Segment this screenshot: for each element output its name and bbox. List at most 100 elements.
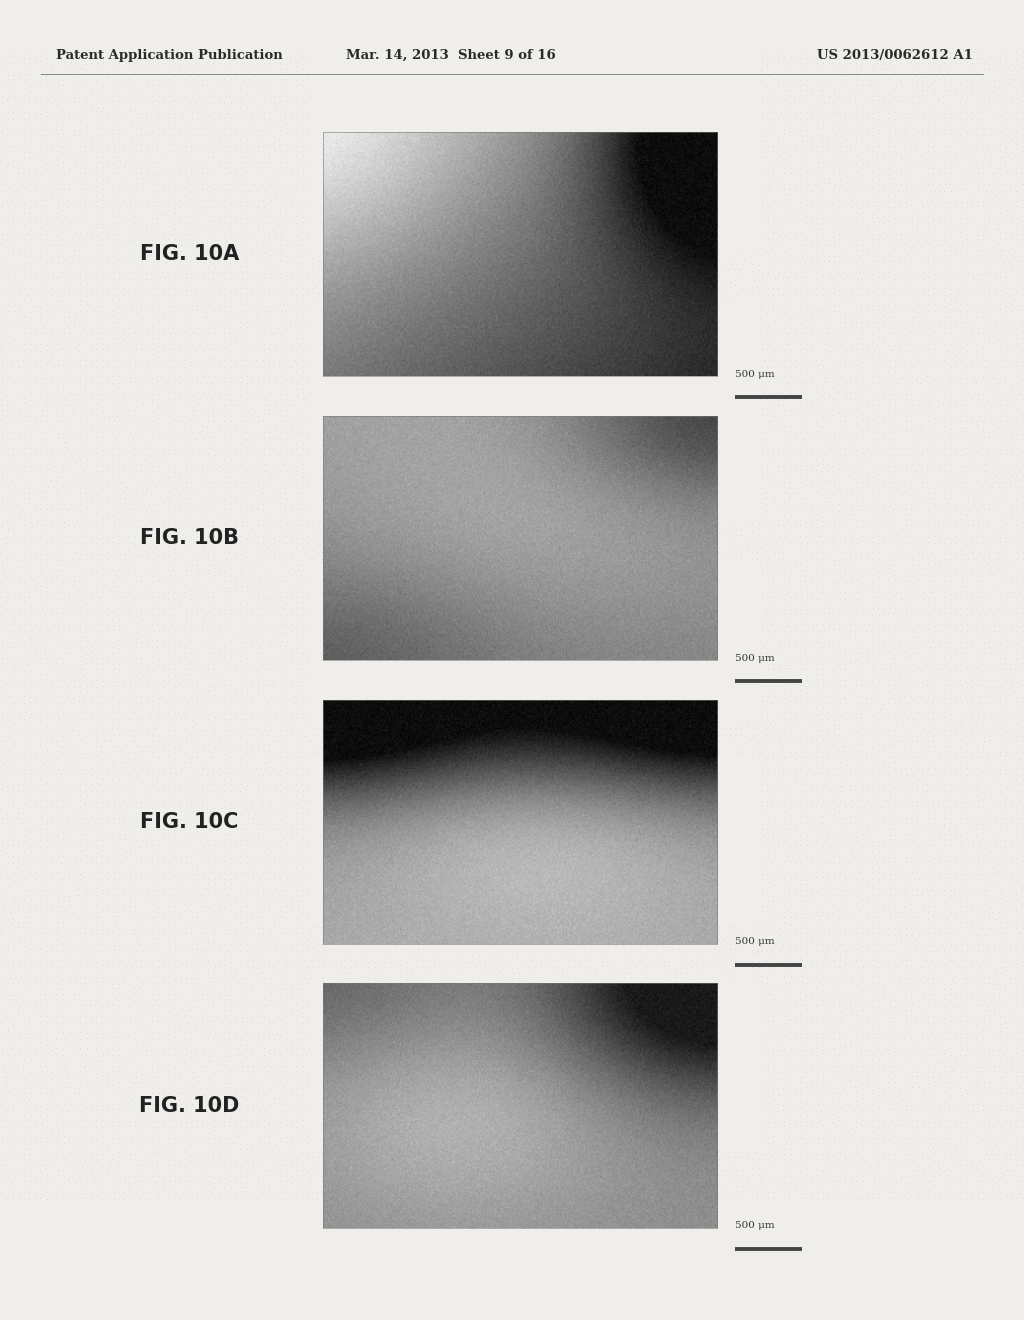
- Point: [1015, 972, 1024, 993]
- Point: [189, 842, 206, 863]
- Point: [754, 834, 770, 855]
- Point: [137, 533, 154, 554]
- Point: [991, 1175, 1008, 1196]
- Point: [821, 1171, 838, 1192]
- Point: [85, 784, 101, 805]
- Point: [836, 933, 852, 954]
- Point: [992, 510, 1009, 531]
- Point: [821, 543, 838, 564]
- Point: [941, 1105, 957, 1126]
- Point: [964, 129, 980, 150]
- Point: [83, 454, 99, 475]
- Point: [163, 846, 179, 867]
- Point: [165, 271, 181, 292]
- Point: [161, 950, 177, 972]
- Point: [854, 759, 870, 780]
- Point: [755, 763, 771, 784]
- Point: [162, 615, 178, 636]
- Point: [433, 1187, 450, 1208]
- Point: [836, 240, 852, 261]
- Point: [279, 438, 295, 459]
- Point: [5, 180, 22, 201]
- Point: [957, 1150, 974, 1171]
- Point: [865, 808, 882, 829]
- Point: [278, 384, 294, 405]
- Point: [171, 690, 187, 711]
- Point: [239, 339, 255, 360]
- Point: [864, 306, 881, 327]
- Point: [261, 1115, 278, 1137]
- Point: [216, 290, 232, 312]
- Point: [759, 467, 775, 488]
- Point: [460, 516, 476, 537]
- Point: [1002, 818, 1019, 840]
- Point: [61, 818, 78, 840]
- Point: [260, 560, 276, 581]
- Point: [116, 537, 132, 558]
- Point: [194, 222, 210, 243]
- Point: [825, 890, 842, 911]
- Point: [941, 1100, 957, 1121]
- Point: [72, 558, 88, 579]
- Point: [850, 664, 866, 685]
- Point: [882, 218, 898, 239]
- Point: [1014, 119, 1024, 140]
- Point: [73, 626, 89, 647]
- Point: [72, 293, 88, 314]
- Point: [156, 727, 172, 748]
- Point: [0, 587, 9, 609]
- Point: [995, 331, 1012, 352]
- Point: [982, 449, 998, 470]
- Point: [627, 710, 643, 731]
- Point: [894, 593, 910, 614]
- Point: [908, 107, 925, 128]
- Point: [55, 751, 72, 772]
- Point: [244, 785, 260, 807]
- Point: [836, 681, 852, 702]
- Point: [660, 1140, 677, 1162]
- Point: [294, 515, 310, 536]
- Point: [958, 801, 975, 822]
- Point: [239, 1166, 255, 1187]
- Point: [909, 230, 926, 251]
- Point: [308, 950, 325, 972]
- Point: [936, 455, 952, 477]
- Point: [865, 103, 882, 124]
- Point: [814, 360, 830, 381]
- Point: [987, 949, 1004, 970]
- Point: [211, 147, 227, 168]
- Point: [997, 950, 1014, 972]
- Point: [239, 388, 255, 409]
- Point: [907, 96, 924, 117]
- Point: [288, 615, 304, 636]
- Point: [483, 240, 500, 261]
- Point: [733, 968, 750, 989]
- Point: [195, 414, 211, 436]
- Point: [289, 553, 305, 574]
- Point: [970, 234, 986, 255]
- Point: [0, 300, 10, 321]
- Point: [161, 983, 177, 1005]
- Point: [426, 253, 442, 275]
- Point: [233, 1122, 250, 1143]
- Point: [865, 964, 882, 985]
- Point: [173, 1159, 189, 1180]
- Point: [932, 758, 948, 779]
- Point: [39, 310, 55, 331]
- Point: [56, 1056, 73, 1077]
- Point: [6, 378, 23, 399]
- Point: [16, 488, 33, 510]
- Point: [0, 466, 10, 487]
- Point: [166, 1073, 182, 1094]
- Point: [112, 616, 128, 638]
- Point: [215, 123, 231, 144]
- Point: [970, 675, 986, 696]
- Point: [77, 824, 93, 845]
- Point: [788, 1100, 805, 1121]
- Point: [207, 874, 223, 895]
- Point: [1004, 1082, 1020, 1104]
- Point: [83, 91, 99, 112]
- Point: [1015, 1115, 1024, 1137]
- Point: [777, 372, 794, 393]
- Point: [177, 591, 194, 612]
